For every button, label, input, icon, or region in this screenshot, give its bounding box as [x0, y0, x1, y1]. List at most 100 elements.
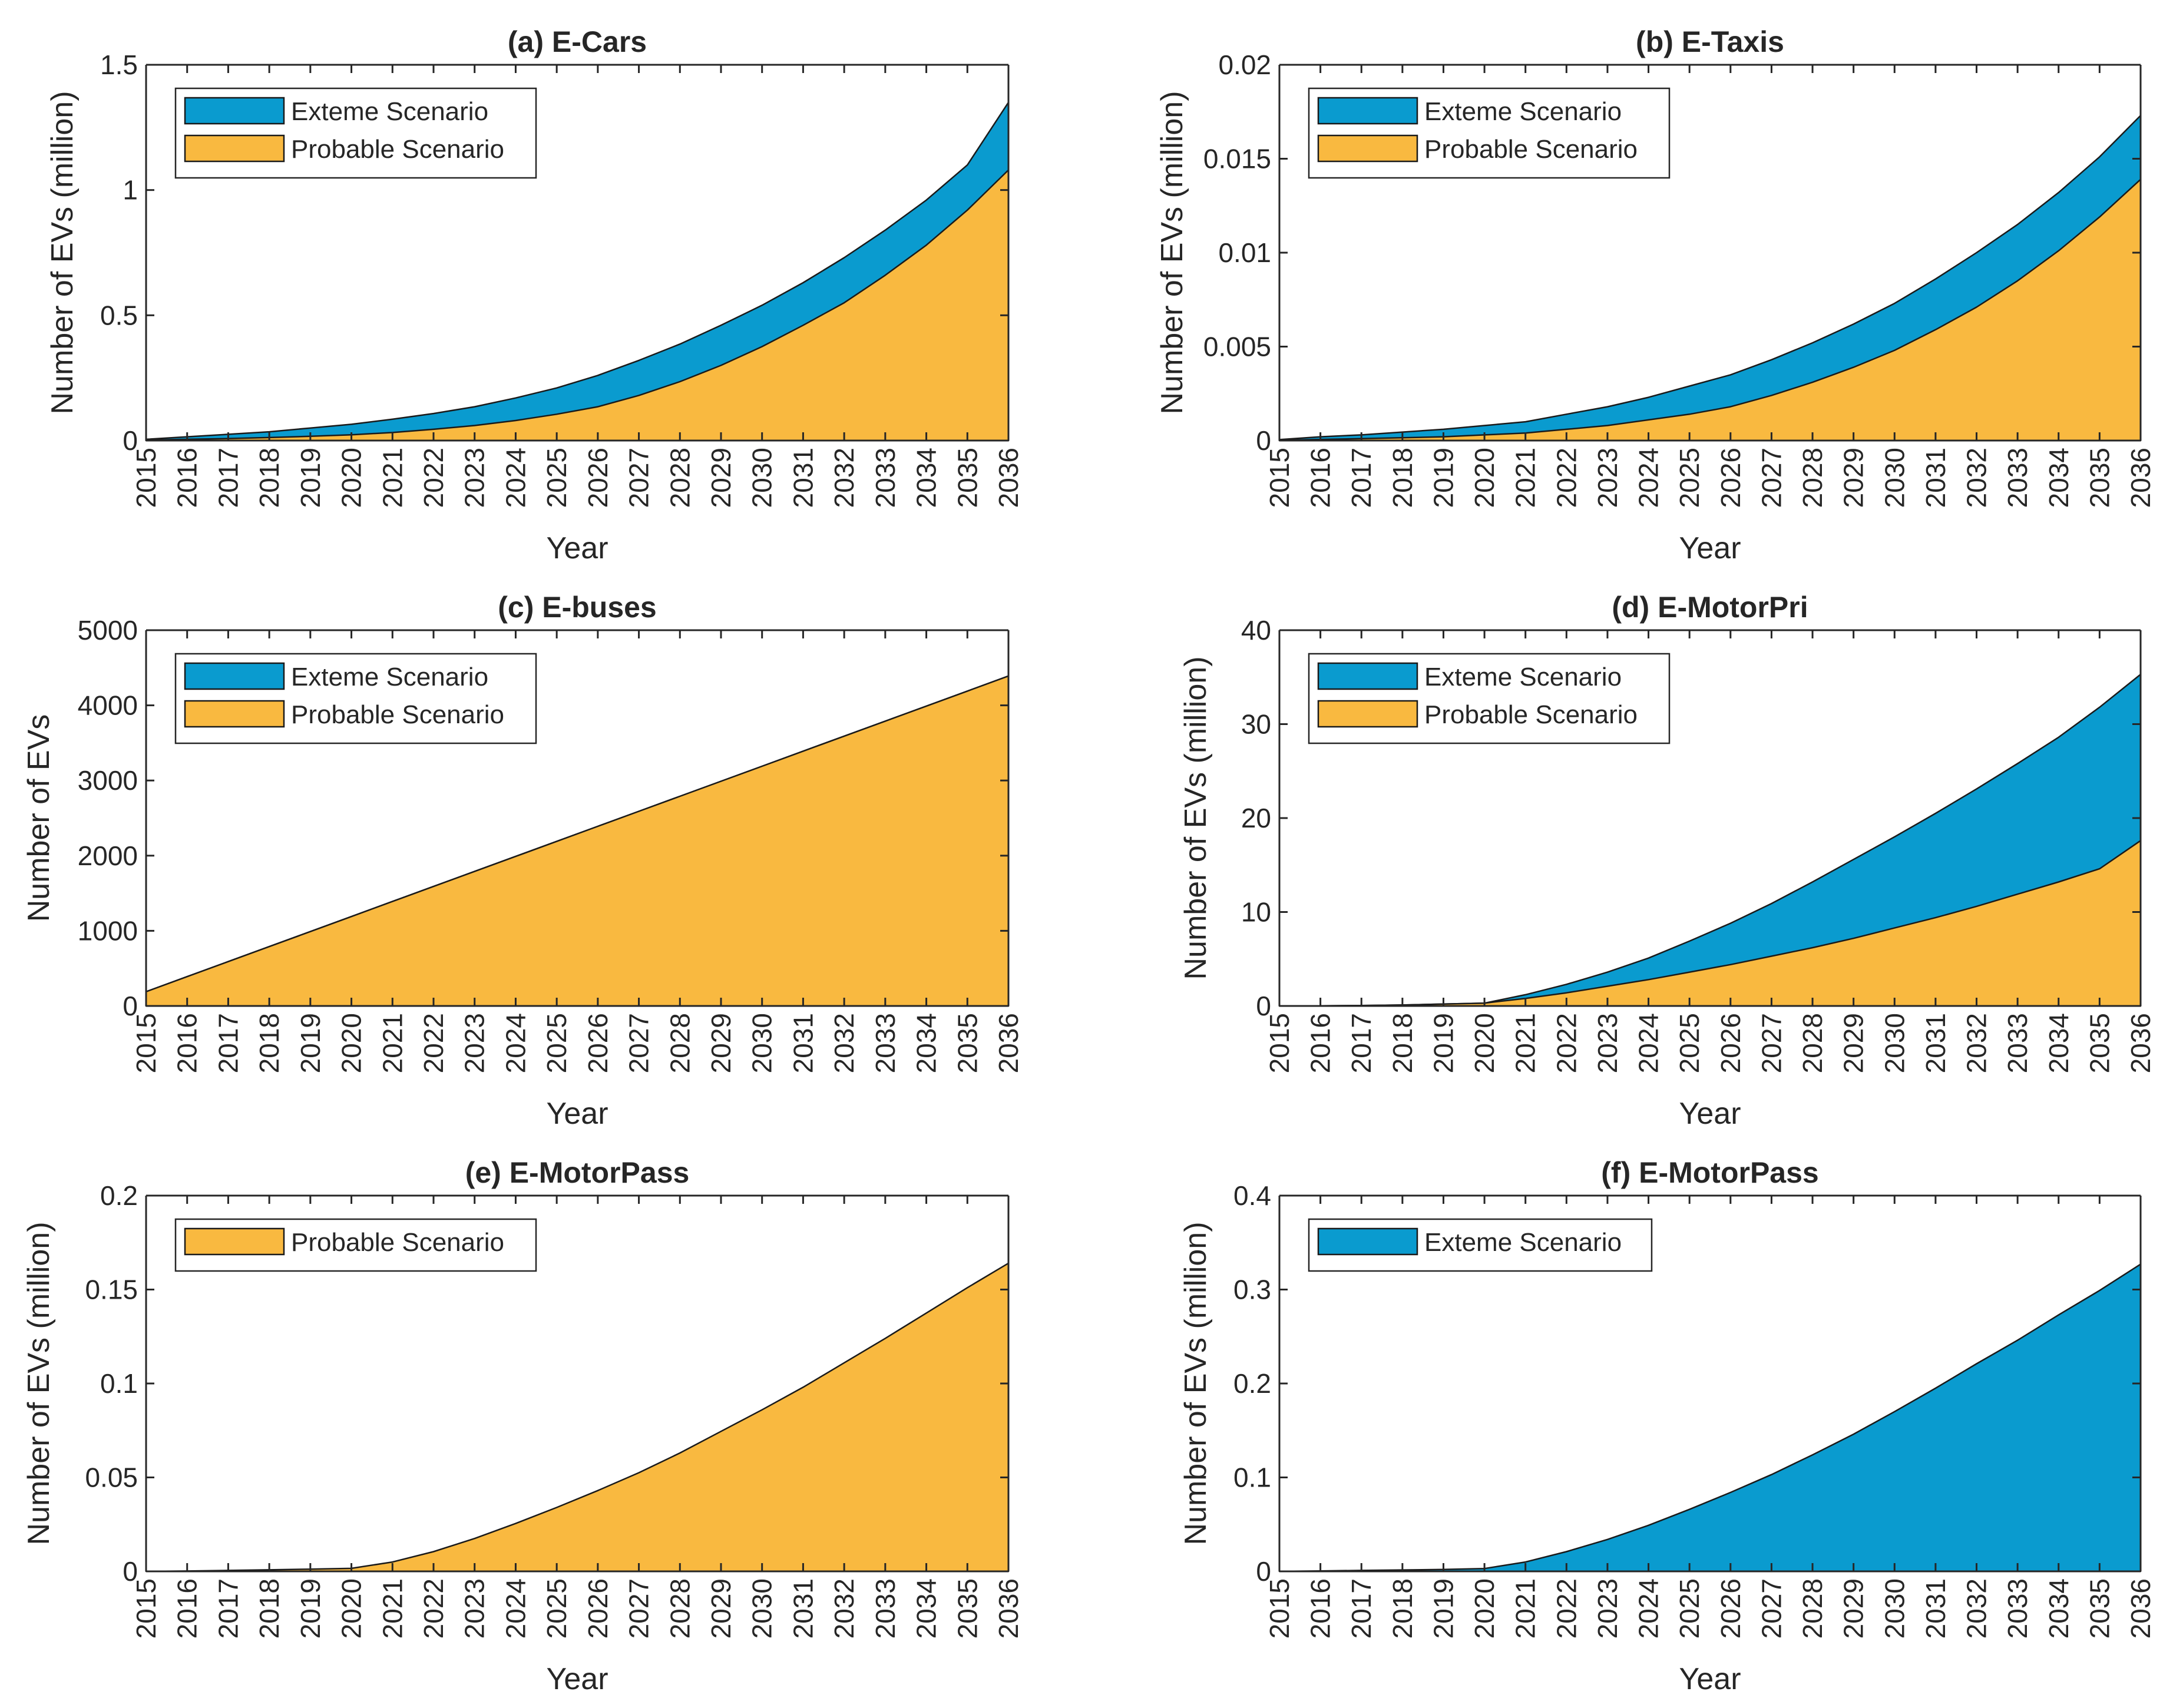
x-tick-label: 2024: [500, 1013, 531, 1073]
panel-a: 0 0.5 1 1.5 2015 2016 2017 2018 2019 2020 2021 2022…: [45, 25, 1024, 565]
legend-swatch-extreme: [1317, 97, 1418, 125]
y-tick-label: 1000: [78, 915, 138, 946]
x-tick-label: 2033: [2002, 448, 2033, 508]
x-tick-label: 2017: [1346, 1578, 1377, 1639]
legend: Exteme Scenario Probable Scenario: [174, 653, 537, 744]
y-tick-label: 5000: [78, 615, 138, 646]
legend: Exteme Scenario Probable Scenario: [1308, 87, 1671, 179]
x-tick-label: 2027: [1756, 1578, 1787, 1639]
y-tick-label: 0.005: [1203, 332, 1271, 362]
y-tick-label: 0.1: [1233, 1462, 1271, 1493]
x-tick-label: 2036: [2125, 1013, 2156, 1073]
y-axis-label: Number of EVs (million): [1179, 1222, 1213, 1545]
x-tick-label: 2034: [911, 1013, 942, 1073]
legend-swatch-extreme: [184, 97, 285, 125]
x-tick-label: 2025: [541, 448, 572, 508]
y-tick-label: 0.2: [1233, 1368, 1271, 1399]
x-tick-label: 2026: [583, 448, 613, 508]
y-tick-label: 10: [1241, 897, 1271, 928]
x-tick-label: 2027: [624, 1578, 654, 1639]
x-tick-label: 2035: [952, 1578, 983, 1639]
y-axis-label: Number of EVs (million): [1179, 656, 1213, 979]
x-tick-label: 2022: [418, 1013, 449, 1073]
panel-e: 0 0.05 0.1 0.15 0.2 2015 2016 2017 2018 2019 2020 2…: [22, 1156, 1024, 1696]
legend-label-extreme: Exteme Scenario: [291, 663, 488, 691]
x-tick-label: 2022: [418, 448, 449, 508]
x-tick-label: 2018: [254, 1013, 285, 1073]
panel-title: (f) E-MotorPass: [1601, 1156, 1818, 1189]
x-tick-label: 2016: [1305, 1578, 1336, 1639]
x-tick-label: 2023: [459, 448, 490, 508]
legend-label-probable: Probable Scenario: [291, 1228, 504, 1257]
x-tick-label: 2036: [993, 1578, 1024, 1639]
x-tick-label: 2032: [829, 448, 859, 508]
x-tick-label: 2032: [1962, 448, 1992, 508]
legend-label-probable: Probable Scenario: [1424, 135, 1638, 164]
x-tick-label: 2015: [1264, 448, 1295, 508]
y-tick-label: 2000: [78, 840, 138, 871]
x-tick-label: 2032: [1962, 1013, 1992, 1073]
x-tick-label: 2027: [1756, 448, 1787, 508]
x-tick-label: 2018: [254, 1578, 285, 1639]
y-tick-label: 0: [1256, 425, 1271, 456]
x-tick-label: 2015: [1264, 1013, 1295, 1073]
panel-c: 0 1000 2000 3000 4000 5000 2015 2016 2017 2018 201…: [22, 591, 1024, 1131]
x-tick-label: 2035: [2084, 1578, 2115, 1639]
x-tick-label: 2017: [213, 1013, 243, 1073]
x-tick-label: 2027: [624, 448, 654, 508]
y-tick-label: 0.15: [85, 1275, 138, 1305]
x-tick-label: 2035: [2084, 1013, 2115, 1073]
x-tick-label: 2027: [624, 1013, 654, 1073]
x-tick-label: 2034: [911, 1578, 942, 1639]
x-tick-label: 2025: [1674, 1013, 1705, 1073]
x-tick-label: 2029: [706, 1013, 736, 1073]
x-tick-label: 2025: [541, 1578, 572, 1639]
x-axis-label: Year: [1679, 531, 1741, 565]
x-tick-label: 2030: [1879, 1578, 1910, 1639]
x-axis-label: Year: [546, 531, 608, 565]
legend-swatch-extreme: [184, 662, 285, 690]
x-tick-label: 2018: [1387, 448, 1418, 508]
x-tick-label: 2035: [952, 448, 983, 508]
legend-swatch-probable: [184, 700, 285, 728]
y-tick-label: 0: [1256, 1556, 1271, 1587]
x-tick-label: 2033: [870, 1013, 901, 1073]
x-tick-label: 2028: [664, 448, 695, 508]
x-axis-label: Year: [546, 1662, 608, 1696]
x-tick-label: 2033: [870, 1578, 901, 1639]
x-tick-label: 2016: [1305, 1013, 1336, 1073]
legend-swatch-probable: [1317, 700, 1418, 728]
x-tick-label: 2023: [459, 1578, 490, 1639]
x-tick-label: 2021: [1510, 1013, 1541, 1073]
y-tick-label: 0.5: [100, 300, 138, 330]
x-tick-label: 2034: [2043, 448, 2074, 508]
legend-label-probable: Probable Scenario: [1424, 700, 1638, 729]
y-tick-label: 0.4: [1233, 1180, 1271, 1211]
x-tick-label: 2031: [788, 1578, 818, 1639]
y-tick-label: 30: [1241, 709, 1271, 740]
x-tick-label: 2019: [1428, 448, 1458, 508]
panel-f: 0 0.1 0.2 0.3 0.4 2015 2016 2017 2018 2019 2020 202…: [1179, 1156, 2156, 1696]
x-tick-label: 2023: [459, 1013, 490, 1073]
panel-b: 0 0.005 0.01 0.015 0.02 2015 2016 2017 2018 2019 2…: [1155, 25, 2156, 565]
x-tick-label: 2016: [172, 1578, 203, 1639]
x-tick-label: 2036: [993, 1013, 1024, 1073]
x-tick-label: 2031: [1920, 1013, 1951, 1073]
x-tick-label: 2030: [747, 448, 778, 508]
x-tick-label: 2028: [1797, 448, 1828, 508]
area-extreme-scenario: [1278, 1263, 2142, 1573]
x-tick-label: 2017: [213, 1578, 243, 1639]
x-tick-label: 2017: [1346, 448, 1377, 508]
legend: Exteme Scenario Probable Scenario: [174, 87, 537, 179]
x-tick-label: 2019: [1428, 1013, 1458, 1073]
x-tick-label: 2020: [336, 1578, 367, 1639]
x-tick-label: 2018: [1387, 1578, 1418, 1639]
x-tick-label: 2015: [131, 1013, 161, 1073]
x-tick-label: 2028: [1797, 1578, 1828, 1639]
x-tick-label: 2036: [2125, 1578, 2156, 1639]
y-tick-label: 1: [123, 175, 138, 206]
x-tick-label: 2034: [2043, 1013, 2074, 1073]
